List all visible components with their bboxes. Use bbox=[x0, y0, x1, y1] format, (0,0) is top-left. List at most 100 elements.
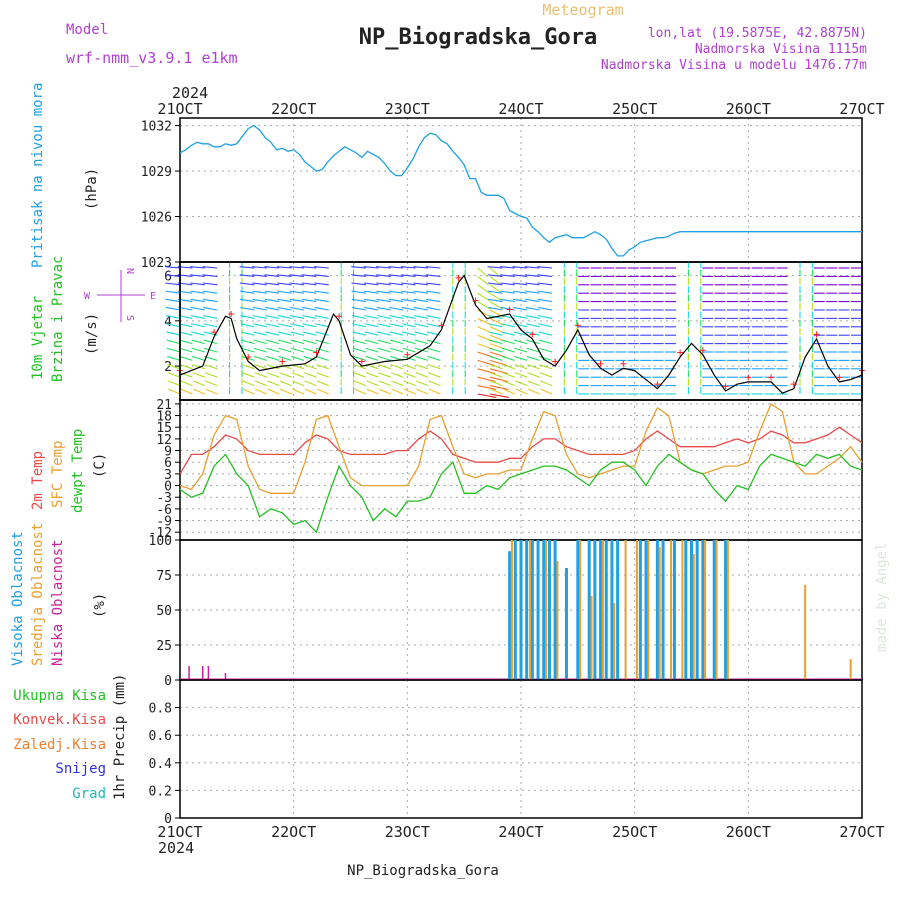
wind-arrow bbox=[290, 339, 305, 345]
wind-arrow bbox=[190, 290, 205, 294]
high-cloud-bar bbox=[553, 540, 557, 680]
y-tick-label: 0 bbox=[164, 812, 172, 827]
wind-arrow bbox=[264, 274, 280, 277]
wind-arrow bbox=[291, 372, 305, 378]
wind-arrow bbox=[378, 364, 391, 370]
wind-arrow bbox=[401, 315, 416, 319]
year-top: 2024 bbox=[172, 84, 208, 102]
wind-arrow bbox=[191, 331, 205, 336]
wind-arrow bbox=[403, 388, 416, 395]
wind-arrow bbox=[490, 380, 503, 387]
wind-arrow bbox=[266, 355, 280, 361]
wind-arrow bbox=[166, 347, 181, 353]
high-cloud-bar bbox=[690, 540, 693, 680]
y-tick-label: 0 bbox=[164, 480, 172, 495]
pressure-panel: 1023 1026 1029 1032 bbox=[141, 117, 863, 271]
watermark: made by Angel bbox=[874, 542, 890, 652]
gust-marker bbox=[228, 311, 235, 318]
wind-arrow bbox=[265, 306, 280, 311]
wind-arrow bbox=[190, 282, 205, 286]
compass-e: E bbox=[150, 291, 156, 302]
low-cloud-bar bbox=[224, 673, 227, 680]
wind-arrow bbox=[290, 323, 305, 328]
gust-marker bbox=[211, 329, 218, 336]
mid-cloud-bar bbox=[613, 603, 616, 680]
gust-marker bbox=[654, 381, 661, 388]
wind-arrow bbox=[313, 266, 329, 269]
wind-arrow bbox=[279, 372, 292, 378]
precip-label-1: Ukupna Kisa bbox=[13, 688, 106, 704]
wind-arrow bbox=[166, 331, 181, 336]
wind-arrow bbox=[415, 372, 429, 378]
wind-arrow bbox=[351, 290, 367, 294]
precip-unit: 1hr Precip (mm) bbox=[112, 674, 128, 800]
y-tick-label: -6 bbox=[156, 503, 172, 518]
wind-arrow bbox=[526, 347, 540, 353]
wind-arrow bbox=[353, 355, 367, 361]
wind-arrow bbox=[202, 290, 218, 294]
wind-arrow bbox=[413, 298, 429, 303]
wind-arrow bbox=[289, 306, 305, 311]
wind-arrow bbox=[428, 380, 441, 387]
wind-arrow bbox=[240, 298, 255, 303]
wind-arrow bbox=[239, 282, 255, 286]
wind-arrow bbox=[276, 282, 292, 286]
wind-arrow bbox=[489, 347, 503, 353]
wind-arrow bbox=[363, 290, 379, 294]
y-tick-label: 25 bbox=[156, 639, 172, 654]
low-cloud-bar bbox=[201, 666, 204, 680]
lonlat-text: lon,lat (19.5875E, 42.8875N) bbox=[648, 26, 867, 41]
wind-arrow bbox=[512, 290, 528, 294]
wind-arrow bbox=[489, 368, 508, 375]
wind-arrow bbox=[302, 323, 317, 328]
y-tick-label: 75 bbox=[156, 569, 172, 584]
wind-arrow bbox=[413, 266, 429, 269]
wind-arrow bbox=[514, 364, 528, 370]
wind-arrow bbox=[190, 315, 205, 319]
wind-arrow bbox=[414, 331, 429, 336]
y-tick-label: 4 bbox=[164, 315, 172, 330]
wind-arrow bbox=[191, 347, 205, 353]
wind-arrow bbox=[502, 364, 515, 370]
y-tick-label: 6 bbox=[164, 456, 172, 471]
y-tick-label: 1032 bbox=[141, 120, 172, 135]
wind-arrow bbox=[376, 315, 391, 319]
wind-arrow bbox=[501, 355, 515, 361]
mid-cloud-bar bbox=[692, 554, 695, 680]
wind-arrow bbox=[254, 380, 268, 387]
panel-frame bbox=[179, 261, 863, 401]
wind-arrow bbox=[490, 388, 503, 395]
high-cloud-bar bbox=[638, 540, 642, 680]
wind-arrow bbox=[537, 306, 553, 311]
wind-arrow bbox=[316, 364, 329, 370]
high-cloud-bar bbox=[661, 540, 665, 680]
mid-cloud-bar bbox=[681, 540, 684, 680]
wind-arrow bbox=[165, 315, 181, 319]
wind-arrow bbox=[524, 274, 540, 277]
wind-arrow bbox=[317, 388, 330, 395]
wind-arrow bbox=[251, 266, 267, 269]
wind-arrow bbox=[278, 364, 292, 370]
mid-cloud-bar bbox=[601, 540, 604, 680]
mid-cloud-bar bbox=[647, 540, 650, 680]
wind-arrow bbox=[388, 266, 404, 269]
wind-arrow bbox=[351, 315, 367, 319]
wind-arrow bbox=[254, 372, 267, 378]
wind-arrow bbox=[376, 306, 391, 311]
low-cloud-bar bbox=[207, 666, 210, 680]
wind-arrow bbox=[267, 388, 280, 395]
wind-arrow bbox=[503, 388, 516, 395]
pressure-label: Pritisak na nivou mora bbox=[30, 83, 46, 268]
wind-arrow bbox=[364, 323, 379, 328]
wind-arrow bbox=[524, 282, 540, 286]
wind-arrow bbox=[366, 380, 379, 387]
high-cloud-bar bbox=[712, 540, 716, 680]
wind-arrow bbox=[400, 274, 416, 277]
wind-arrow bbox=[502, 372, 515, 378]
time-tick-label: 21OCT bbox=[157, 100, 202, 118]
wind-arrow bbox=[252, 315, 267, 319]
wind-arrow bbox=[425, 290, 441, 294]
cloud-label-1: Visoka Oblacnost bbox=[10, 531, 26, 666]
wind-arrow bbox=[193, 388, 206, 395]
gust-marker bbox=[699, 347, 706, 354]
